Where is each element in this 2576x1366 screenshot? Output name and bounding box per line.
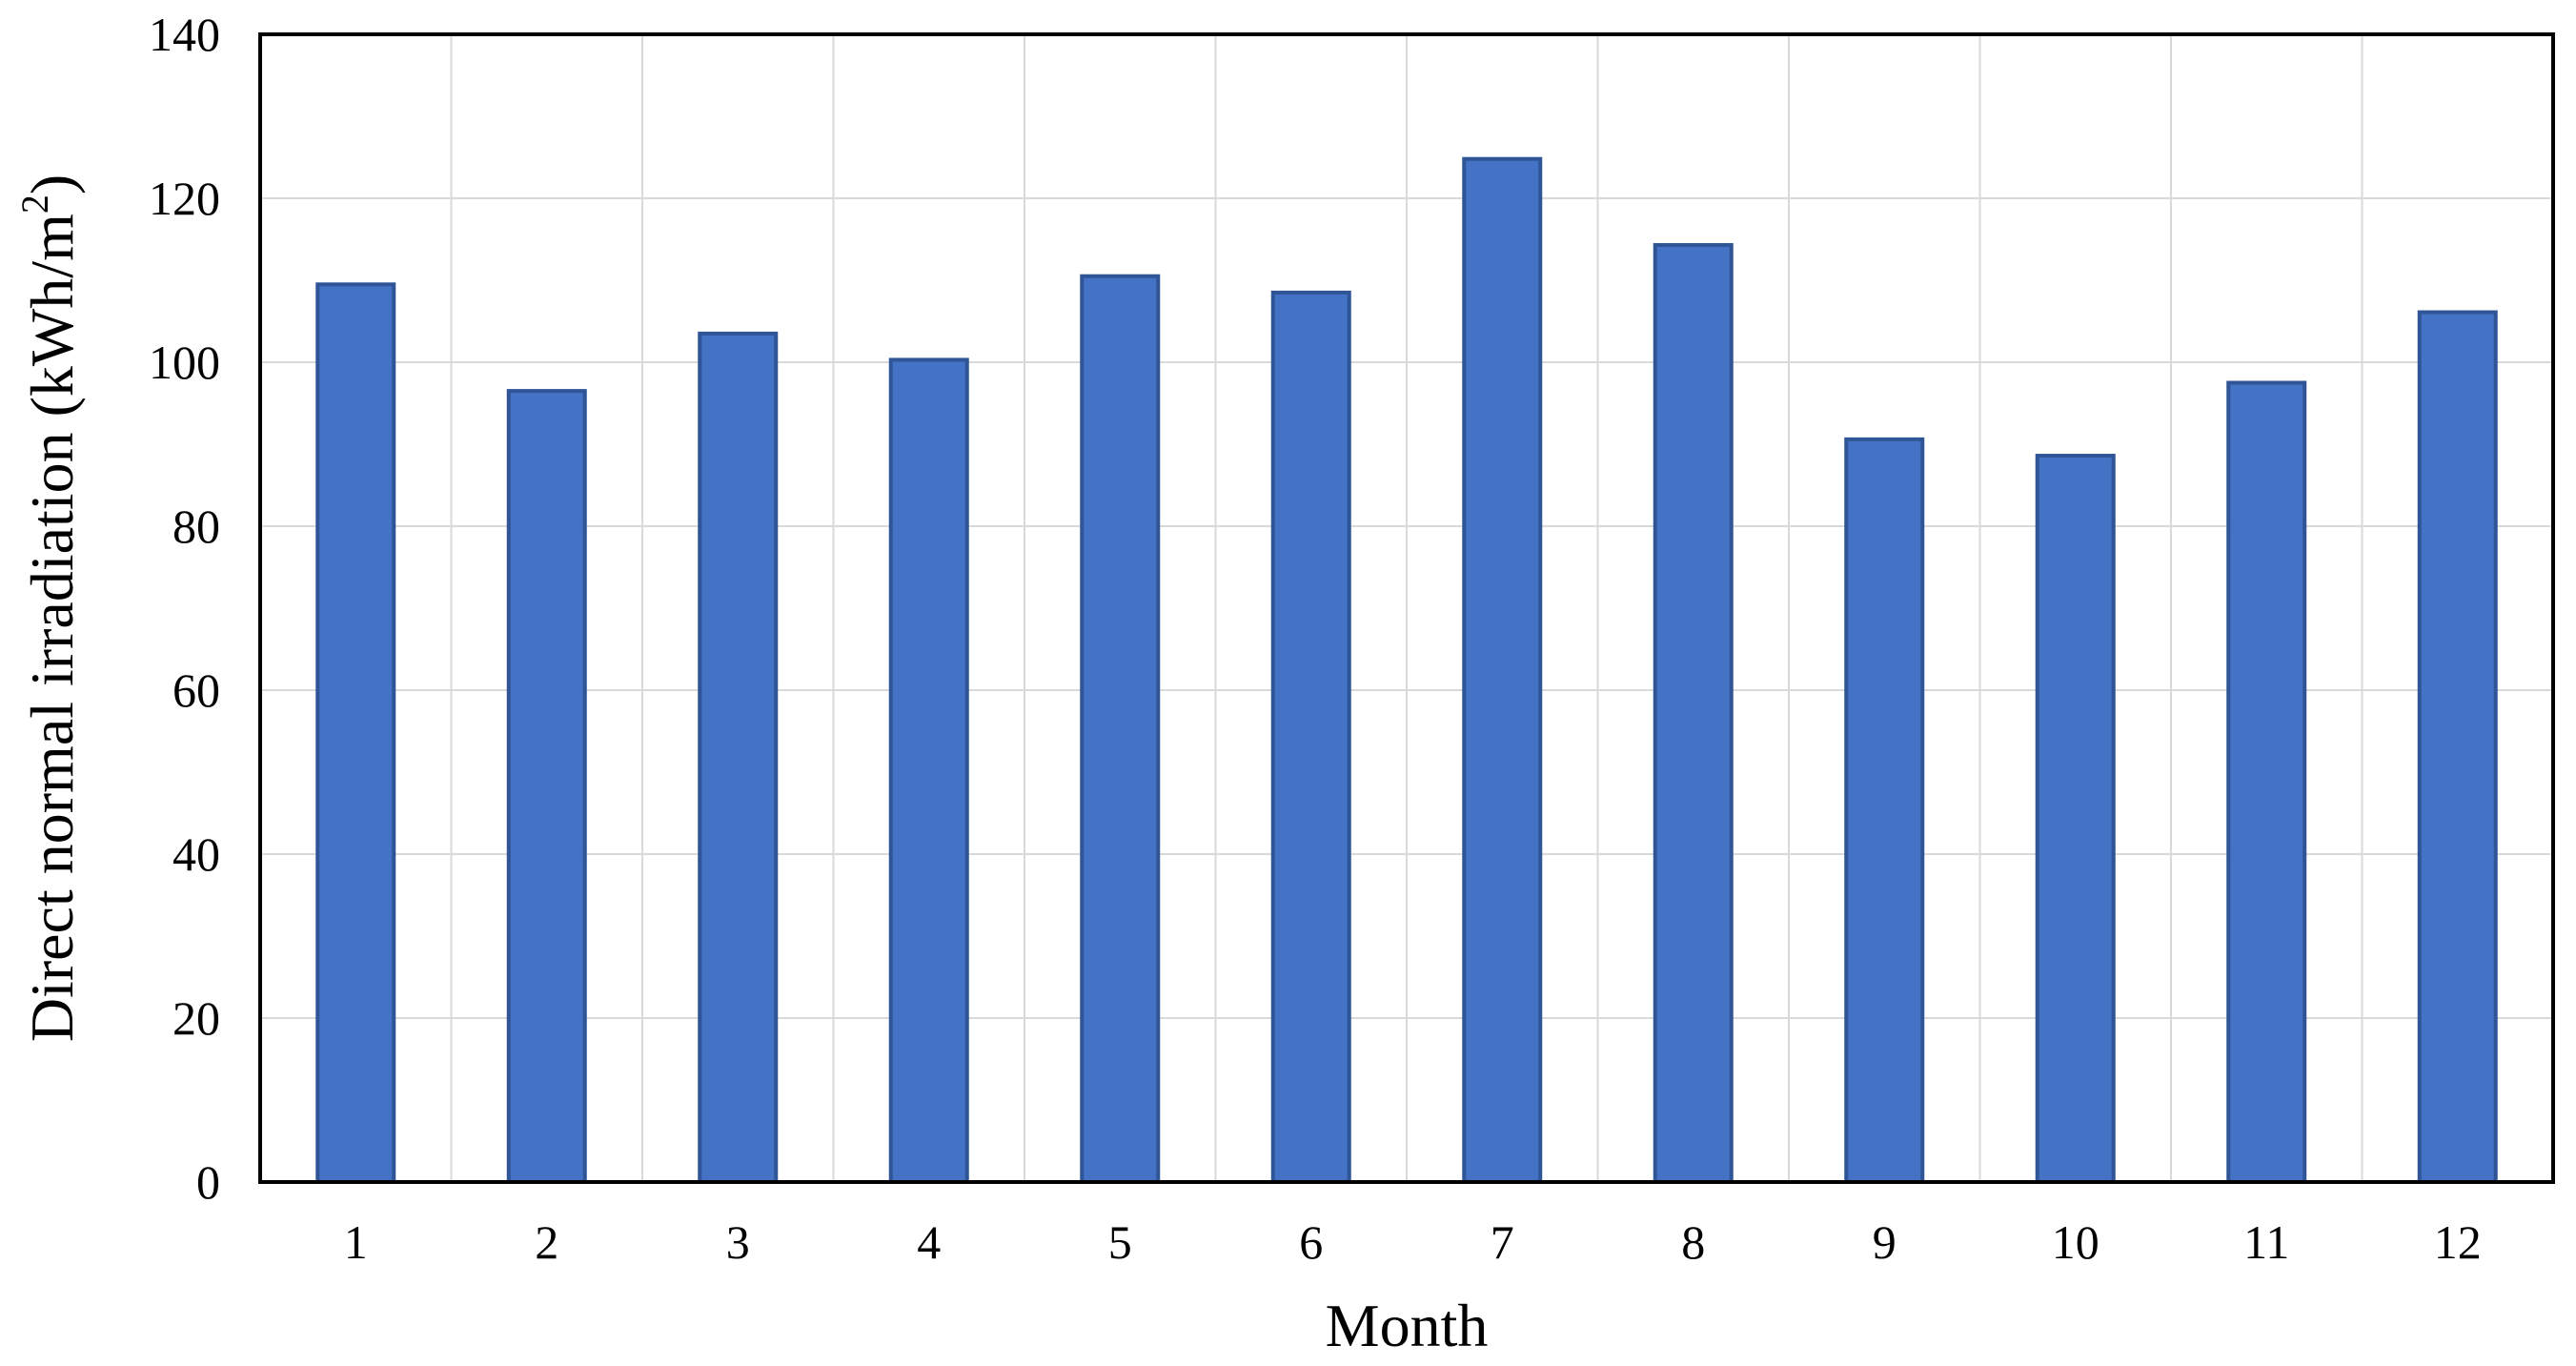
x-tick-label: 2 xyxy=(535,1215,558,1269)
bar-month-12 xyxy=(2417,310,2498,1185)
x-tick-label: 3 xyxy=(726,1215,750,1269)
x-tick-label: 12 xyxy=(2434,1215,2482,1269)
bar-month-10 xyxy=(2035,454,2116,1185)
y-tick-label: 40 xyxy=(172,827,220,881)
gridlines xyxy=(260,34,2553,1182)
x-axis-title: Month xyxy=(1326,1292,1489,1359)
y-tick-label: 120 xyxy=(149,172,220,225)
bar-month-11 xyxy=(2226,380,2307,1184)
y-tick-label: 80 xyxy=(172,500,220,553)
bar-month-8 xyxy=(1653,243,1734,1184)
y-axis-title: Direct normal irradiation (kWh/m2) xyxy=(13,174,86,1042)
bar-month-2 xyxy=(506,389,587,1185)
bar-month-7 xyxy=(1462,156,1543,1185)
y-tick-label: 0 xyxy=(196,1155,220,1209)
x-tick-label: 10 xyxy=(2052,1215,2099,1269)
x-tick-label: 9 xyxy=(1873,1215,1897,1269)
y-tick-label: 20 xyxy=(172,991,220,1045)
bar-series xyxy=(315,156,2498,1185)
y-axis-ticks: 0 20 40 60 80 100 120 140 xyxy=(149,8,220,1209)
y-tick-label: 140 xyxy=(149,8,220,61)
x-tick-label: 11 xyxy=(2243,1215,2289,1269)
x-tick-label: 4 xyxy=(917,1215,941,1269)
bar-month-9 xyxy=(1844,437,1925,1184)
x-tick-label: 8 xyxy=(1681,1215,1705,1269)
bar-month-1 xyxy=(315,282,396,1184)
x-tick-label: 7 xyxy=(1491,1215,1514,1269)
bar-month-4 xyxy=(888,357,969,1185)
x-tick-label: 6 xyxy=(1299,1215,1323,1269)
y-axis-title-main: Direct normal irradiation (kWh/m xyxy=(18,214,86,1042)
bar-month-5 xyxy=(1080,274,1161,1184)
x-tick-label: 1 xyxy=(344,1215,368,1269)
y-axis-title-close: ) xyxy=(18,174,86,194)
y-tick-label: 100 xyxy=(149,336,220,389)
x-axis-ticks: 1 2 3 4 5 6 7 8 9 10 11 12 xyxy=(344,1215,2482,1269)
y-tick-label: 60 xyxy=(172,663,220,717)
y-axis-title-superscript: 2 xyxy=(13,194,56,214)
x-tick-label: 5 xyxy=(1108,1215,1132,1269)
bar-month-3 xyxy=(698,331,779,1184)
plot-area-border xyxy=(258,32,2555,1184)
bar-month-6 xyxy=(1270,290,1351,1184)
